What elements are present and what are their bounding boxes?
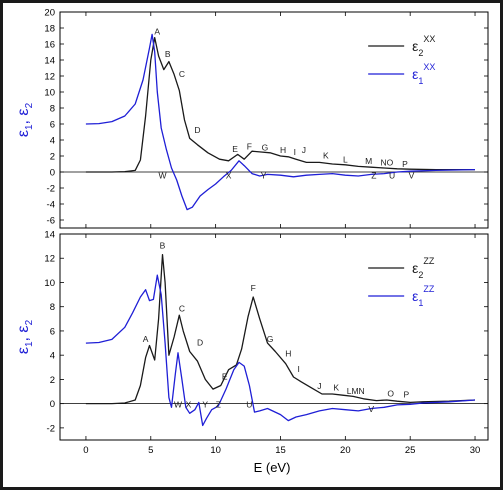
point-label: C bbox=[179, 69, 185, 79]
y-tick-label: 14 bbox=[44, 230, 55, 241]
point-label: Z bbox=[216, 399, 221, 409]
point-label: D bbox=[197, 337, 203, 347]
plot-frame bbox=[59, 11, 489, 229]
x-tick-label: 20 bbox=[340, 445, 351, 456]
x-tick-label: 25 bbox=[405, 445, 416, 456]
x-tick-label: 15 bbox=[275, 445, 286, 456]
series-eps2-line bbox=[85, 36, 475, 173]
series-eps1-line bbox=[85, 33, 476, 211]
y-tick-label: 8 bbox=[50, 302, 55, 313]
point-label: X bbox=[226, 170, 232, 180]
legend-label: ε2XX bbox=[412, 34, 435, 58]
y-tick-label: 10 bbox=[44, 88, 55, 99]
point-label: I bbox=[294, 147, 296, 157]
y-axis-title: ε1, ε2 bbox=[15, 102, 35, 137]
point-label: B bbox=[160, 241, 166, 251]
y-tick-label: 4 bbox=[50, 136, 55, 147]
point-label: U bbox=[389, 170, 395, 180]
point-label: J bbox=[302, 145, 306, 155]
point-label: A bbox=[154, 26, 160, 36]
point-label: G bbox=[267, 334, 274, 344]
point-label: LMN bbox=[347, 386, 365, 396]
point-label: P bbox=[402, 159, 408, 169]
x-tick-label: 10 bbox=[210, 445, 221, 456]
point-label: Z bbox=[371, 170, 376, 180]
point-label: E bbox=[232, 144, 238, 154]
y-tick-label: -2 bbox=[47, 423, 55, 434]
point-label: I bbox=[297, 364, 299, 374]
point-label: W bbox=[158, 170, 166, 180]
series-eps2-line bbox=[85, 253, 476, 405]
x-axis-title: E (eV) bbox=[254, 460, 291, 475]
point-label: U bbox=[246, 399, 252, 409]
y-tick-label: 14 bbox=[44, 56, 55, 67]
y-tick-label: 2 bbox=[50, 375, 55, 386]
point-label: F bbox=[251, 283, 256, 293]
y-tick-label: 10 bbox=[44, 278, 55, 289]
point-label: E bbox=[222, 371, 228, 381]
legend-label: ε1ZZ bbox=[412, 284, 435, 308]
legend-label: ε1XX bbox=[412, 62, 435, 86]
y-tick-label: 0 bbox=[50, 399, 55, 410]
point-label: A bbox=[143, 334, 149, 344]
point-label: V bbox=[409, 170, 415, 180]
plot-frame bbox=[59, 233, 489, 441]
point-label: F bbox=[247, 142, 252, 152]
series-eps1-line bbox=[85, 274, 476, 427]
point-label: H bbox=[280, 145, 286, 155]
y-tick-label: 16 bbox=[44, 40, 55, 51]
y-tick-label: 12 bbox=[44, 254, 55, 265]
y-tick-label: 6 bbox=[50, 326, 55, 337]
y-tick-label: -4 bbox=[47, 200, 55, 211]
point-label: K bbox=[333, 382, 339, 392]
y-axis-title: ε1, ε2 bbox=[15, 319, 35, 354]
panel-zz: -2 0 2 4 6 8 10 12 14 0 5 10 15 20 25 30 ε1, ε2 A B C D E F G HI… bbox=[15, 230, 489, 456]
point-label: D bbox=[194, 125, 200, 135]
point-label: Y bbox=[261, 170, 267, 180]
x-tick-label: 30 bbox=[470, 445, 481, 456]
legend-label: ε2ZZ bbox=[412, 256, 435, 280]
point-label: L bbox=[343, 154, 348, 164]
x-tick-label: 5 bbox=[148, 445, 153, 456]
y-tick-label: 12 bbox=[44, 72, 55, 83]
point-label: NO bbox=[380, 158, 393, 168]
point-label: W bbox=[174, 399, 182, 409]
y-tick-label: 20 bbox=[44, 8, 55, 19]
y-tick-label: 8 bbox=[50, 104, 55, 115]
point-label: B bbox=[165, 49, 171, 59]
x-tick-label: 0 bbox=[83, 445, 88, 456]
point-label: O bbox=[387, 388, 394, 398]
y-tick-label: 0 bbox=[50, 168, 55, 179]
point-label: P bbox=[403, 390, 409, 400]
point-label: K bbox=[323, 150, 329, 160]
panel-xx: -6 -4 -2 0 2 4 6 8 10 12 14 16 18 20 ε1, ε2 A BC D E F G H I J K… bbox=[15, 8, 489, 229]
point-label: G bbox=[262, 142, 269, 152]
y-tick-label: -6 bbox=[47, 216, 55, 227]
point-label: V bbox=[368, 404, 374, 414]
point-label: C bbox=[179, 304, 185, 314]
point-label: M bbox=[365, 156, 372, 166]
point-label: X bbox=[186, 399, 192, 409]
point-label: H bbox=[285, 348, 291, 358]
y-tick-label: 4 bbox=[50, 351, 55, 362]
point-label: Y bbox=[202, 399, 208, 409]
point-label: J bbox=[317, 381, 321, 391]
y-tick-label: 18 bbox=[44, 24, 55, 35]
y-tick-label: 6 bbox=[50, 120, 55, 131]
y-tick-label: -2 bbox=[47, 184, 55, 195]
y-tick-label: 2 bbox=[50, 152, 55, 163]
